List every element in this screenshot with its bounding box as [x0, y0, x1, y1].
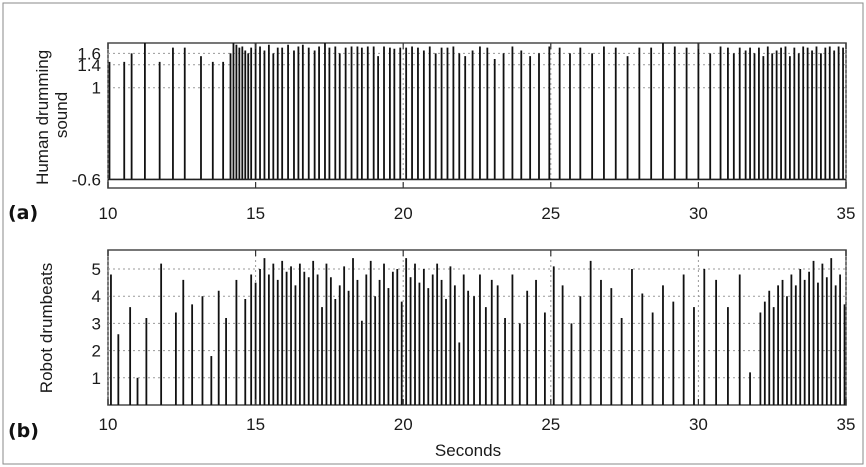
y-axis-title-a-line-1: Human drumming: [33, 50, 52, 185]
y-axis-title-a-line-2: sound: [52, 92, 71, 138]
x-tick-label-b: 30: [689, 415, 708, 434]
y-tick-label-b: 2: [92, 342, 101, 361]
y-ticks-a: 1.61.4 1 -0.6: [72, 44, 101, 189]
y-tick-label-b: 3: [92, 314, 101, 333]
spikes-a: [108, 43, 846, 181]
x-tick-label-b: 10: [99, 415, 118, 434]
panel-human-drumming: 1.61.4 1 -0.6 10 15 20 25 30 35 Human drumming …: [8, 42, 856, 224]
grid-b: [107, 250, 847, 405]
x-axis-title-b: Seconds: [435, 441, 501, 460]
spikes-b: [110, 258, 846, 405]
y-axis-title-b: Robot drumbeats: [37, 263, 56, 393]
y-tick-label-b: 5: [92, 260, 101, 279]
y-tick-label-a: 1.4: [77, 56, 101, 75]
y-tick-label-a: -0.6: [72, 170, 101, 189]
y-tick-label-a: 1: [92, 79, 101, 98]
x-tick-label-b: 20: [394, 415, 413, 434]
x-tick-label-b: 15: [246, 415, 265, 434]
x-tick-label-a: 20: [394, 204, 413, 223]
panel-label-b: (b): [8, 420, 39, 442]
x-ticks-b: 10 15 20 25 30 35: [99, 250, 856, 434]
x-tick-label-b: 35: [837, 415, 856, 434]
x-ticks-a: 10 15 20 25 30 35: [99, 43, 856, 223]
y-tick-label-b: 4: [92, 287, 101, 306]
x-tick-label-a: 25: [541, 204, 560, 223]
panel-label-a: (a): [8, 202, 38, 224]
x-tick-label-a: 15: [246, 204, 265, 223]
panel-robot-drumbeats: 1 2 3 4 5 10 15 20 25 30 35 Robot drumbeats (b) S…: [8, 249, 856, 460]
y-axis-title-a: Human drumming sound: [33, 45, 71, 185]
x-tick-label-a: 35: [837, 204, 856, 223]
x-tick-label-b: 25: [541, 415, 560, 434]
y-ticks-b: 1 2 3 4 5: [92, 260, 101, 388]
x-tick-label-a: 10: [99, 204, 118, 223]
x-tick-label-a: 30: [689, 204, 708, 223]
plot-frame-b: [107, 249, 847, 406]
y-tick-label-b: 1: [92, 369, 101, 388]
y-tick-label-a: 1.6: [77, 44, 101, 63]
